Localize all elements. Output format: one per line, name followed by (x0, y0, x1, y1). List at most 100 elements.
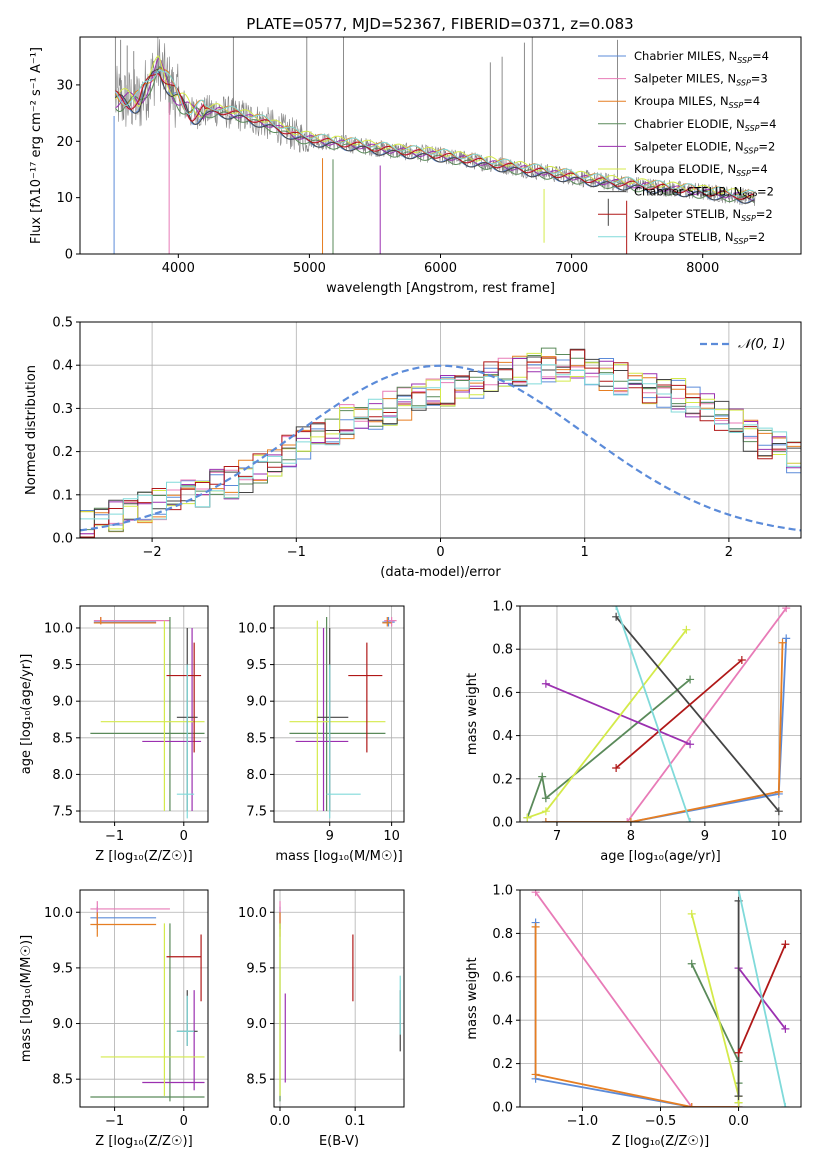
errorbar-4 (295, 627, 349, 812)
legend-nssp: =2 (757, 185, 774, 199)
weight-marker (686, 675, 695, 684)
weight-line-3 (526, 678, 691, 819)
errorbar-5 (100, 620, 205, 812)
y-tick-label: 0.6 (492, 970, 513, 985)
legend-subscript: SSP (745, 124, 760, 133)
weight-line-1 (626, 607, 787, 822)
legend-entry-7: Salpeter STELIB, NSSP=2 (598, 207, 773, 223)
y-tick-label: 0.8 (492, 927, 513, 942)
y-tick-label: 1.0 (492, 884, 513, 899)
x-tick-label: 1 (581, 545, 589, 560)
x-tick-label: 6000 (424, 261, 457, 276)
panel-mass_vs_EBV: 0.0 0.1 8.5 9.0 9.5 10.0 E(B-V) (238, 889, 405, 1149)
panel-mass_vs_Z: −1 0 8.5 9.0 9.5 10.0 Z [log₁₀(Z/Z☉)] mass [log… (19, 889, 209, 1149)
y-tick-label: 0.2 (52, 445, 73, 460)
plot-area (279, 901, 401, 1102)
panel-residuals: −2 −1 0 1 2 0.0 0.1 0.2 0.3 0.4 0.5 (data-model)/er… (24, 316, 802, 580)
y-tick-label: 0.5 (52, 316, 73, 331)
y-tick-label: 8.0 (246, 768, 267, 783)
y-tick-label: 8.5 (52, 731, 73, 746)
errorbar-4 (142, 627, 202, 812)
x-axis-label: E(B-V) (319, 1134, 359, 1149)
weight-line-0 (534, 922, 739, 1107)
figure-title: PLATE=0577, MJD=52367, FIBERID=0371, z=0… (246, 15, 633, 33)
errorbar-2 (93, 616, 157, 625)
weight-line-7 (615, 659, 743, 769)
x-tick-label: −1 (105, 1114, 124, 1129)
weight-marker (612, 764, 621, 772)
y-tick-label: 10.0 (238, 906, 267, 921)
x-tick-label: 4000 (162, 261, 195, 276)
axes-frame (273, 889, 405, 1108)
x-tick-label: 7000 (555, 261, 588, 276)
x-tick-label: 0.1 (345, 1114, 366, 1129)
y-tick-label: 0.0 (492, 1101, 513, 1116)
legend-nssp: =3 (751, 72, 768, 86)
errorbar-3 (90, 923, 205, 1102)
legend-label: Chabrier MILES, NSSP=4 (634, 49, 769, 65)
legend-nssp: =4 (760, 117, 777, 131)
legend-subscript: SSP (736, 169, 751, 178)
plot-area (113, 37, 756, 254)
legend-label: Salpeter STELIB, NSSP=2 (634, 207, 773, 223)
panel-spectrum: 4000 5000 6000 7000 8000 0 10 20 30 wavelength [A… (29, 36, 802, 296)
x-tick-label: 0 (180, 829, 188, 844)
errorbar-6 (317, 627, 349, 812)
histogram-8 (80, 364, 801, 520)
weight-marker (541, 679, 550, 688)
weight-marker (531, 890, 540, 897)
errorbar-7 (348, 642, 383, 753)
weight-line-8 (615, 606, 691, 822)
y-tick-label: 0.3 (52, 402, 73, 417)
legend-subscript: SSP (729, 101, 744, 110)
weight-marker (538, 772, 547, 781)
weight-line-2 (534, 926, 739, 1107)
x-tick-label: 10 (383, 829, 400, 844)
weight-marker (734, 1048, 743, 1057)
legend-label: Salpeter ELODIE, NSSP=2 (634, 139, 775, 155)
y-tick-label: 9.5 (246, 658, 267, 673)
panel-weight_vs_Z: −1.0 −0.5 0.0 0.0 0.2 0.4 0.6 0.8 1.0 Z [log₁₀(Z/… (465, 884, 802, 1149)
weight-line-3 (690, 963, 740, 1103)
weight-line-2 (545, 642, 784, 822)
y-tick-label: 0.6 (492, 686, 513, 701)
y-tick-label: 10.0 (44, 621, 73, 636)
model-spectrum-7 (115, 72, 755, 200)
weight-marker (774, 787, 783, 796)
model-spectrum-3 (115, 66, 755, 203)
legend-nssp: =2 (748, 230, 765, 244)
legend-entry-4: Salpeter ELODIE, NSSP=2 (598, 139, 775, 155)
weight-marker (626, 818, 635, 822)
errorbar-0 (382, 616, 395, 627)
legend-entry-6: Chabrier STELIB, NSSP=2 (598, 185, 774, 201)
axes-frame (79, 321, 802, 539)
model-spectrum-8 (114, 69, 755, 196)
y-tick-label: 30 (56, 78, 73, 93)
y-tick-label: 9.0 (52, 695, 73, 710)
y-tick-label: 0.0 (492, 816, 513, 831)
y-tick-label: 1.0 (492, 600, 513, 615)
y-tick-label: 9.5 (52, 658, 73, 673)
x-tick-label: 7 (553, 829, 561, 844)
legend-subscript: SSP (741, 214, 756, 223)
y-tick-label: 8.5 (246, 1073, 267, 1088)
errorbar-5 (100, 923, 205, 1096)
x-axis-label: age [log₁₀(age/yr)] (600, 849, 721, 864)
y-tick-label: 8.5 (52, 1073, 73, 1088)
errorbar-8 (399, 975, 401, 1035)
histogram-0 (80, 358, 801, 526)
errorbar-5 (289, 620, 386, 812)
y-tick-label: 8.5 (246, 731, 267, 746)
legend-entry-5: Kroupa ELODIE, NSSP=4 (598, 162, 768, 178)
x-tick-label: −1.0 (567, 1114, 599, 1129)
legend-label: Salpeter MILES, NSSP=3 (634, 72, 768, 88)
y-tick-label: 0 (65, 248, 73, 263)
weight-marker (523, 813, 532, 822)
x-tick-label: 5000 (293, 261, 326, 276)
x-axis-label: mass [log₁₀(M/M☉)] (275, 849, 402, 864)
weight-marker (781, 1024, 790, 1033)
y-tick-label: 9.0 (246, 695, 267, 710)
model-spectrum-6 (115, 68, 755, 204)
plot-area (523, 606, 791, 822)
legend-subscript: SSP (736, 79, 751, 88)
